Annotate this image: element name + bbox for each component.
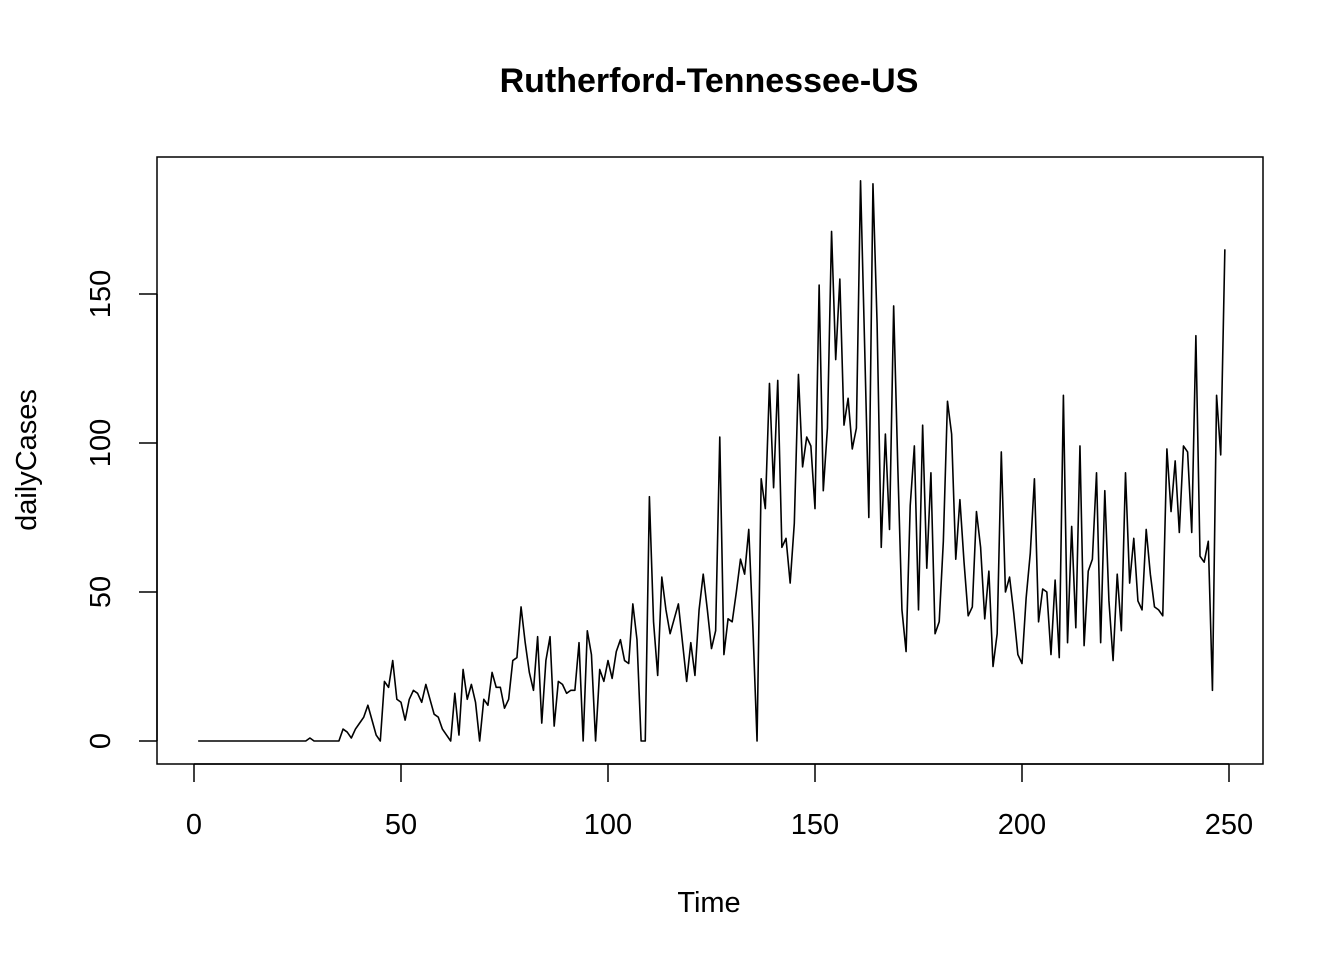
chart-title: Rutherford-Tennessee-US [500, 62, 919, 100]
x-tick-label-150: 150 [791, 809, 839, 841]
y-axis-label: dailyCases [11, 389, 43, 531]
y-tick-label-50: 50 [85, 576, 117, 608]
y-axis: 0 50 100 150 [85, 270, 158, 749]
x-tick-label-200: 200 [998, 809, 1046, 841]
x-tick-label-100: 100 [584, 809, 632, 841]
x-tick-label-50: 50 [385, 809, 417, 841]
x-tick-label-0: 0 [186, 809, 202, 841]
y-tick-label-150: 150 [85, 270, 117, 318]
x-axis: 0 50 100 150 200 250 [186, 763, 1253, 841]
y-tick-label-0: 0 [85, 733, 117, 749]
y-tick-label-100: 100 [85, 419, 117, 467]
series-line-daily-cases [198, 179, 1226, 742]
x-tick-label-250: 250 [1205, 809, 1253, 841]
x-axis-label: Time [677, 887, 740, 919]
plot-area-frame [156, 156, 1264, 765]
